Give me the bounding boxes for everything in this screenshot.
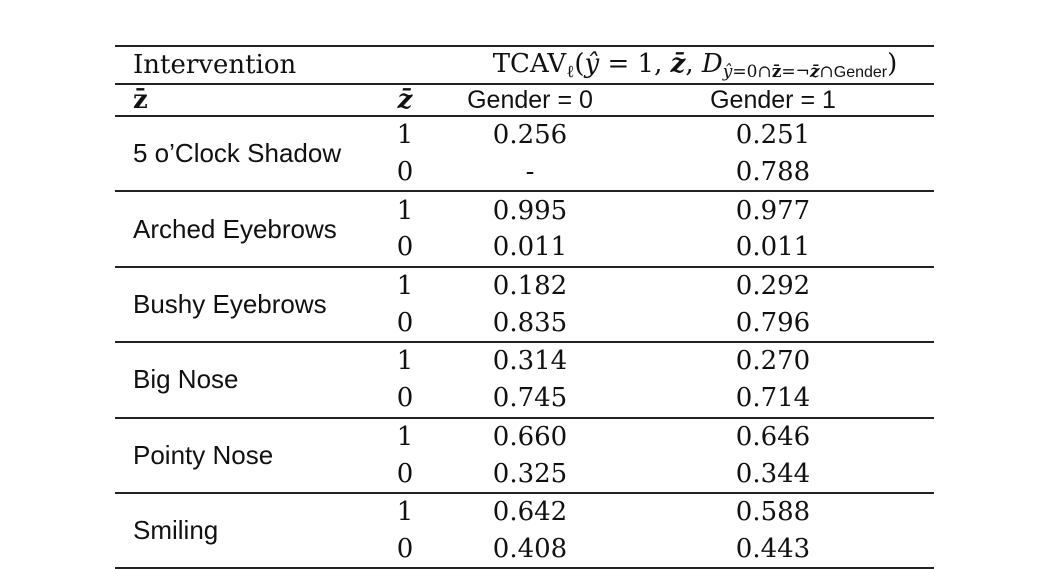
intervention-label: 5 o’Clock Shadow bbox=[133, 138, 342, 169]
gender1-value: 0.270 bbox=[735, 346, 811, 377]
table-row: 0 - 0.788 bbox=[115, 154, 935, 192]
gender1-value: 0.011 bbox=[735, 232, 811, 263]
zbar-value: 0 bbox=[396, 383, 414, 414]
gender0-value: 0.745 bbox=[492, 383, 568, 414]
formula-sub-zbar-italic: z̄ bbox=[809, 61, 820, 82]
gender1-value: 0.251 bbox=[735, 120, 811, 151]
formula-zbar-arg: z̄ bbox=[670, 48, 686, 79]
intervention-label: Arched Eyebrows bbox=[133, 213, 337, 244]
table-row: 5 o’Clock Shadow 1 0.256 0.251 bbox=[115, 116, 934, 168]
spacer-cell bbox=[911, 493, 934, 531]
spacer-cell bbox=[911, 418, 934, 456]
table-row: Big Nose 1 0.314 0.270 bbox=[115, 342, 934, 394]
column-header-zbar-italic-cell: z̄ bbox=[385, 84, 425, 116]
formula-close-paren: ) bbox=[887, 48, 898, 79]
table-row: 0 0.745 0.714 bbox=[115, 380, 935, 418]
tcav-results-table: Intervention TCAVℓ(ŷ = 1, z̄, Dŷ=0∩z̄=¬z… bbox=[115, 45, 935, 569]
gender0-value: 0.011 bbox=[492, 232, 568, 263]
formula-comma: , bbox=[685, 48, 702, 79]
gender0-value: 0.835 bbox=[492, 307, 568, 338]
gender1-value: 0.646 bbox=[735, 421, 811, 452]
zbar-value: 1 bbox=[396, 120, 414, 151]
column-header-tcav-formula: TCAVℓ(ŷ = 1, z̄, Dŷ=0∩z̄=¬z̄∩Gender) bbox=[385, 46, 934, 84]
formula-sub-zbar-bold: z̄ bbox=[771, 61, 782, 82]
spacer-cell bbox=[911, 380, 934, 418]
gender0-value: 0.314 bbox=[492, 346, 568, 377]
column-header-gender0: Gender = 0 bbox=[467, 85, 593, 114]
formula-yhat: ŷ bbox=[584, 48, 600, 79]
spacer-cell bbox=[911, 267, 934, 305]
formula-sub-yhat: ŷ bbox=[722, 61, 733, 82]
gender1-value: 0.443 bbox=[735, 533, 811, 564]
gender1-value: 0.588 bbox=[735, 497, 811, 528]
column-header-intervention: Intervention bbox=[133, 50, 297, 80]
gender0-value: - bbox=[525, 157, 535, 188]
table-row: 0 0.011 0.011 bbox=[115, 229, 935, 267]
formula-sub-eq-neg: =¬ bbox=[781, 61, 810, 82]
spacer-cell bbox=[911, 304, 934, 342]
zbar-value: 0 bbox=[396, 307, 414, 338]
gender1-value: 0.292 bbox=[735, 271, 811, 302]
intervention-label: Bushy Eyebrows bbox=[133, 288, 327, 319]
gender0-value: 0.642 bbox=[492, 497, 568, 528]
table-row: 0 0.325 0.344 bbox=[115, 455, 935, 493]
formula-sub-gender: Gender bbox=[833, 63, 888, 81]
zbar-value: 1 bbox=[396, 421, 414, 452]
table-row: Arched Eyebrows 1 0.995 0.977 bbox=[115, 191, 934, 244]
gender0-value: 0.182 bbox=[492, 271, 568, 302]
zbar-value: 1 bbox=[396, 346, 414, 377]
zbar-italic-symbol: z̄ bbox=[397, 85, 413, 115]
zbar-value: 1 bbox=[396, 497, 414, 528]
gender1-value: 0.796 bbox=[735, 307, 811, 338]
formula-layer-subscript: ℓ bbox=[566, 61, 575, 82]
formula-dataset-d: D bbox=[701, 48, 723, 79]
table-header-row-2: z̄ z̄ Gender = 0 Gender = 1 bbox=[115, 84, 935, 116]
formula-dataset-subscript: ŷ=0∩z̄=¬z̄∩Gender bbox=[723, 62, 887, 82]
spacer-cell bbox=[911, 116, 934, 154]
table-row: Smiling 1 0.642 0.588 bbox=[115, 493, 934, 545]
formula-sub-eq-zero: =0∩ bbox=[732, 61, 772, 82]
gender0-value: 0.256 bbox=[492, 120, 568, 151]
spacer-cell bbox=[911, 342, 934, 380]
table-header-row-1: Intervention TCAVℓ(ŷ = 1, z̄, Dŷ=0∩z̄=¬z… bbox=[115, 46, 935, 84]
formula-equals-one: = 1, bbox=[599, 48, 671, 79]
column-header-gender1: Gender = 1 bbox=[710, 85, 836, 114]
spacer-cell bbox=[911, 531, 934, 569]
spacer-cell bbox=[911, 154, 934, 192]
formula-tcav: TCAV bbox=[492, 48, 567, 79]
gender1-value: 0.977 bbox=[735, 195, 811, 226]
gender0-value: 0.995 bbox=[492, 195, 568, 226]
intervention-label: Smiling bbox=[133, 515, 219, 546]
formula-sub-intersect: ∩ bbox=[819, 61, 834, 82]
spacer-cell bbox=[911, 455, 934, 493]
table-row: Bushy Eyebrows 1 0.182 0.292 bbox=[115, 267, 934, 319]
gender1-value: 0.714 bbox=[735, 383, 811, 414]
zbar-value: 0 bbox=[396, 458, 414, 489]
zbar-value: 0 bbox=[396, 533, 414, 564]
zbar-bold-symbol: z̄ bbox=[133, 85, 148, 115]
gender1-value: 0.344 bbox=[735, 458, 811, 489]
intervention-label: Pointy Nose bbox=[133, 439, 274, 470]
gender0-value: 0.660 bbox=[492, 421, 568, 452]
column-header-zbar-bold-cell: z̄ bbox=[115, 84, 385, 116]
gender0-value: 0.408 bbox=[492, 533, 568, 564]
table-row: 0 0.835 0.796 bbox=[115, 304, 935, 343]
gender0-value: 0.325 bbox=[492, 458, 568, 489]
spacer-cell bbox=[911, 84, 934, 116]
zbar-value: 0 bbox=[396, 232, 414, 263]
spacer-cell bbox=[911, 229, 934, 267]
intervention-label: Big Nose bbox=[133, 364, 239, 395]
zbar-value: 1 bbox=[396, 195, 414, 226]
formula-open-paren: ( bbox=[574, 48, 585, 79]
table-row: Pointy Nose 1 0.660 0.646 bbox=[115, 418, 934, 470]
spacer-cell bbox=[911, 191, 934, 229]
gender1-value: 0.788 bbox=[735, 157, 811, 188]
zbar-value: 1 bbox=[396, 271, 414, 302]
zbar-value: 0 bbox=[396, 157, 414, 188]
